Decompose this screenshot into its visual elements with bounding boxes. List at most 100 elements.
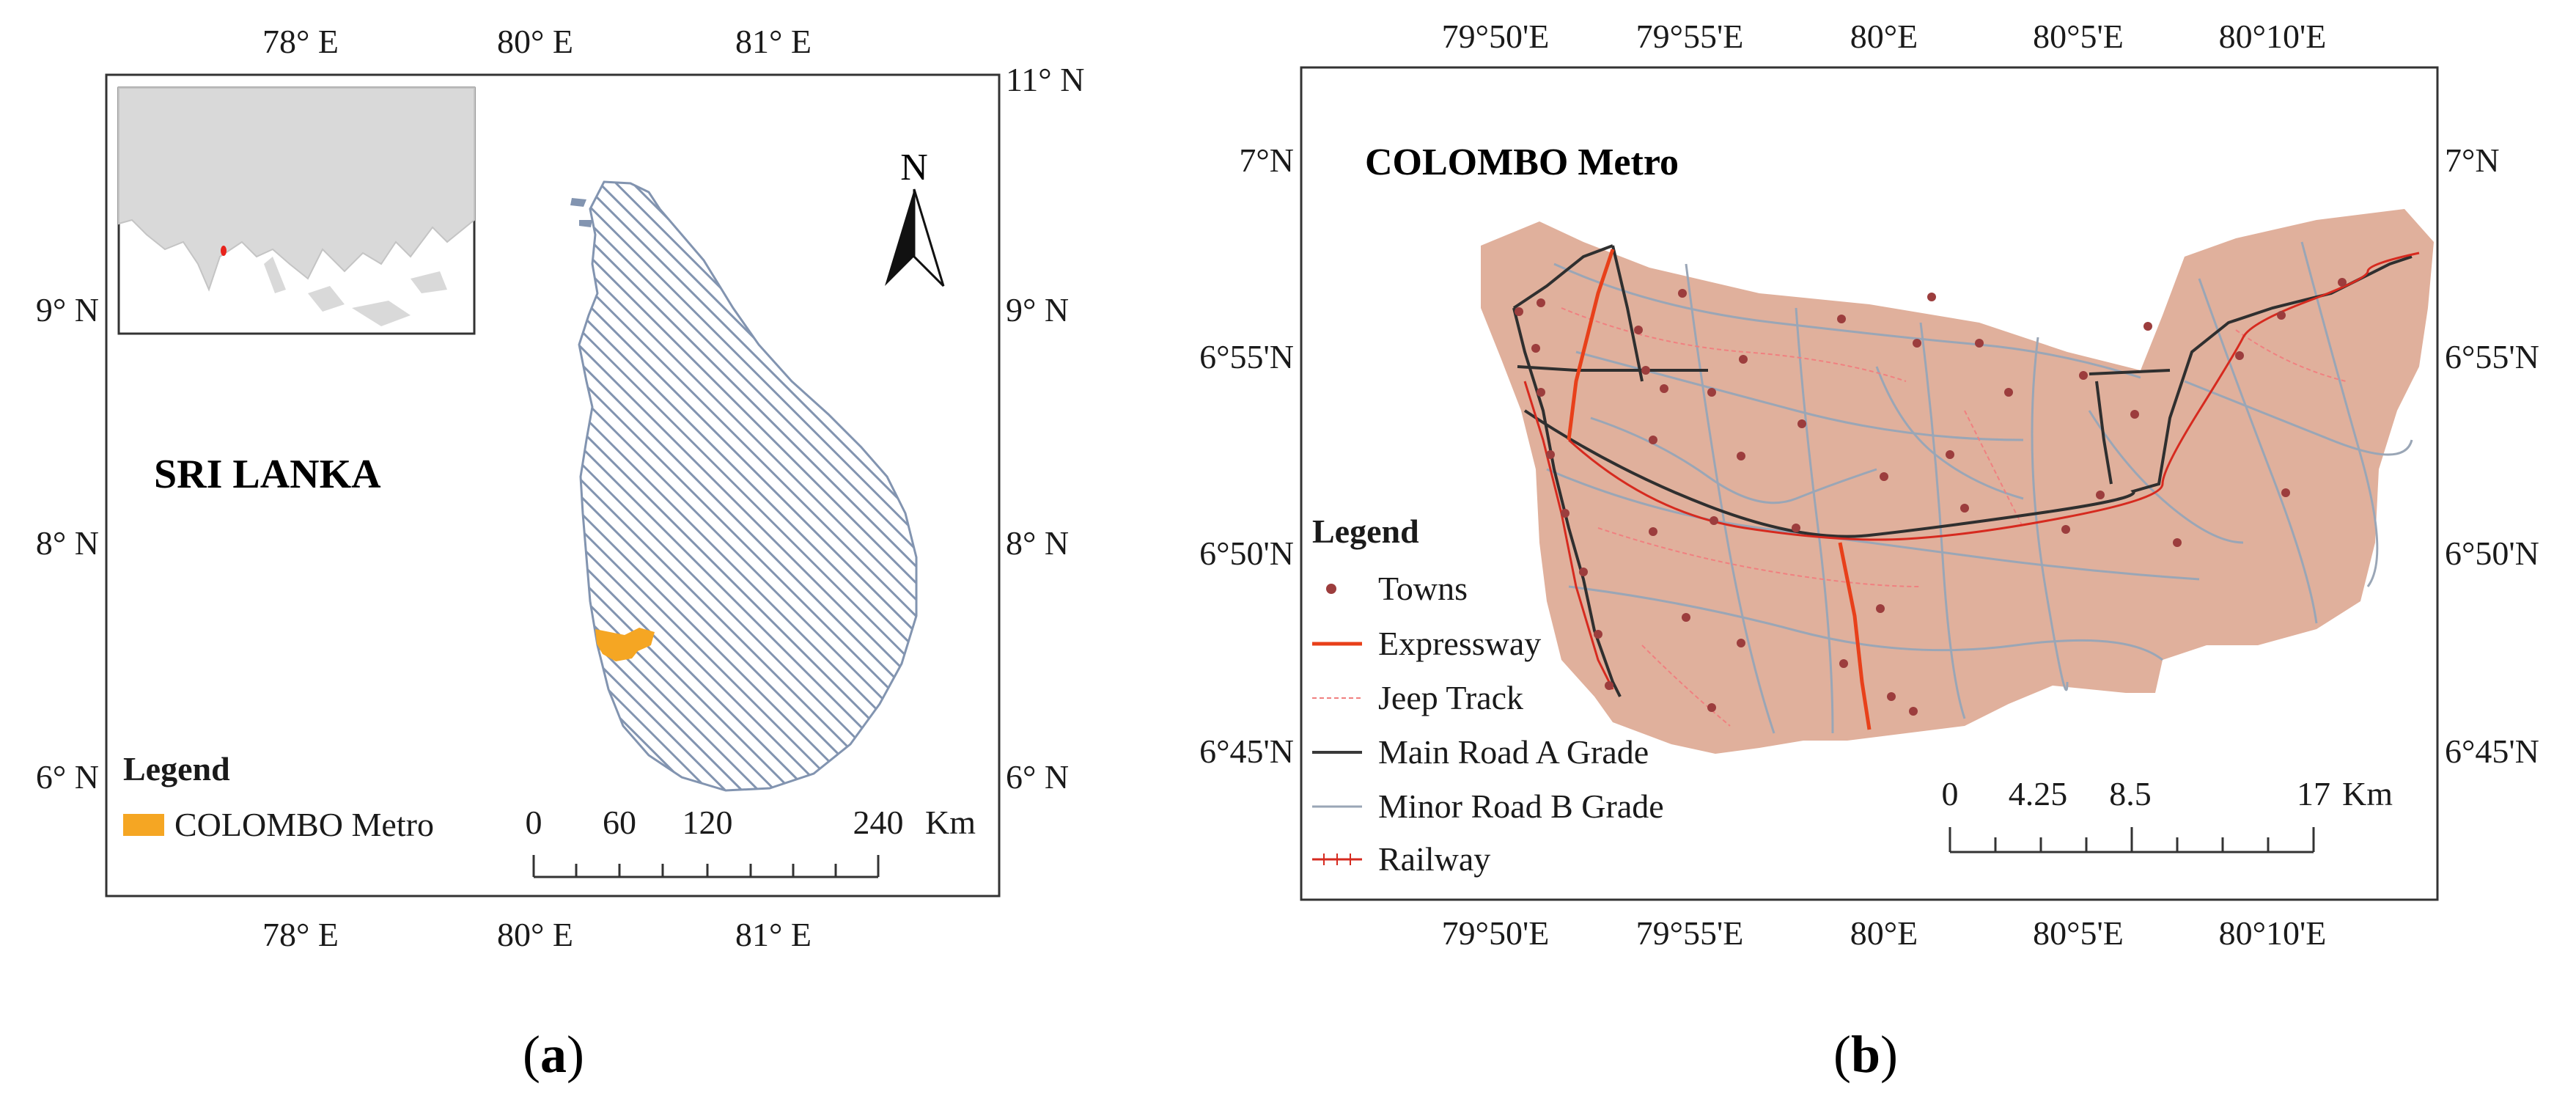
panel-b-legend: Legend Towns Expressway Jeep Track Main … xyxy=(1312,513,1664,878)
town-point xyxy=(2061,525,2070,534)
svg-text:Km: Km xyxy=(2342,775,2393,812)
town-point xyxy=(1537,298,1545,307)
north-arrow-icon: N xyxy=(885,147,945,287)
panel-a-right-tick: 11° N xyxy=(1006,61,1084,98)
town-point xyxy=(2173,538,2182,547)
town-point xyxy=(1707,703,1716,712)
town-point xyxy=(1649,436,1657,444)
panel-a-legend-title: Legend xyxy=(123,750,230,788)
country-label: SRI LANKA xyxy=(154,452,381,497)
panel-a-right-tick: 9° N xyxy=(1006,291,1069,328)
panel-a-legend-item: COLOMBO Metro xyxy=(174,806,434,843)
town-point xyxy=(1594,630,1602,639)
panel-b-bottom-tick: 79°50'E xyxy=(1442,914,1550,952)
legend-jeep-track-label: Jeep Track xyxy=(1378,679,1523,716)
panel-b-left-tick: 6°50'N xyxy=(1199,535,1294,572)
jeep-tracks xyxy=(1561,307,2347,727)
panel-b-top-tick: 80°10'E xyxy=(2219,18,2327,55)
panel-a-map: 78° E 80° E 81° E 78° E 80° E 81° E 9° N… xyxy=(36,23,1085,1084)
panel-b-left-tick: 6°55'N xyxy=(1199,338,1294,375)
legend-minor-road-label: Minor Road B Grade xyxy=(1378,788,1664,825)
town-point xyxy=(1880,472,1888,481)
town-point xyxy=(2143,322,2152,331)
colombo-metro-region xyxy=(595,628,655,661)
panel-b-left-tick: 6°45'N xyxy=(1199,733,1294,770)
panel-a-top-tick: 80° E xyxy=(497,23,573,60)
panel-b-scale-bar: 0 4.25 8.5 17 Km xyxy=(1942,775,2393,853)
town-point xyxy=(1913,339,1921,348)
asia-inset-map xyxy=(117,87,476,335)
town-point xyxy=(1531,344,1540,353)
panel-b-bottom-tick: 80°5'E xyxy=(2033,914,2124,952)
town-point xyxy=(1515,307,1523,316)
panel-b-bottom-tick: 80°E xyxy=(1850,914,1918,952)
panel-b-top-tick: 80°5'E xyxy=(2033,18,2124,55)
panel-a-left-tick: 8° N xyxy=(36,524,99,562)
town-point xyxy=(1649,527,1657,536)
colombo-metro-region-detail xyxy=(1481,209,2434,754)
legend-towns-symbol xyxy=(1326,584,1336,594)
svg-text:4.25: 4.25 xyxy=(2009,775,2068,812)
panel-b-top-tick: 79°50'E xyxy=(1442,18,1550,55)
town-point xyxy=(1839,659,1848,668)
panel-a-caption: (a) xyxy=(523,1025,584,1084)
town-point xyxy=(1739,355,1748,364)
town-point xyxy=(1561,509,1569,518)
panel-b-right-tick: 6°55'N xyxy=(2445,338,2539,375)
town-point xyxy=(1946,450,1954,459)
legend-railway-label: Railway xyxy=(1378,840,1490,878)
panel-b-title: COLOMBO Metro xyxy=(1365,142,1679,183)
panel-a-left-tick: 6° N xyxy=(36,758,99,796)
sri-lanka-island xyxy=(578,180,918,792)
panel-b-legend-title: Legend xyxy=(1312,513,1419,550)
panel-a-bottom-tick: 78° E xyxy=(262,916,339,953)
panel-a-bottom-tick: 80° E xyxy=(497,916,573,953)
svg-text:60: 60 xyxy=(603,804,636,841)
town-point xyxy=(1927,293,1936,301)
panel-b-right-tick: 7°N xyxy=(2445,142,2500,179)
svg-text:120: 120 xyxy=(682,804,733,841)
svg-text:Km: Km xyxy=(925,804,976,841)
panel-b-caption: (b) xyxy=(1833,1025,1898,1084)
town-point xyxy=(2004,388,2013,397)
towns xyxy=(1515,278,2347,716)
panel-b-map: 79°50'E 79°55'E 80°E 80°5'E 80°10'E 79°5… xyxy=(1199,18,2539,1084)
svg-text:240: 240 xyxy=(853,804,904,841)
town-point xyxy=(2338,278,2347,287)
legend-main-road-label: Main Road A Grade xyxy=(1378,733,1649,771)
town-point xyxy=(1634,326,1643,334)
town-point xyxy=(1737,452,1745,460)
town-point xyxy=(2281,488,2290,497)
expressway xyxy=(1567,249,1872,730)
panel-b-left-tick: 7°N xyxy=(1239,142,1294,179)
town-point xyxy=(1887,692,1896,701)
town-point xyxy=(1537,388,1545,397)
town-point xyxy=(1641,366,1650,375)
town-point xyxy=(1660,384,1668,393)
svg-text:0: 0 xyxy=(526,804,542,841)
minor-roads xyxy=(1546,241,2413,734)
main-roads xyxy=(1512,244,2413,697)
sri-lanka-inset-marker xyxy=(221,246,227,256)
legend-railway-symbol xyxy=(1312,853,1362,865)
town-point xyxy=(1710,516,1718,525)
town-point xyxy=(1792,524,1800,532)
svg-text:8.5: 8.5 xyxy=(2109,775,2152,812)
town-point xyxy=(1876,604,1885,613)
town-point xyxy=(1737,639,1745,647)
svg-text:0: 0 xyxy=(1942,775,1959,812)
town-point xyxy=(2130,410,2139,419)
town-point xyxy=(1678,289,1687,298)
town-point xyxy=(2079,371,2088,380)
svg-text:N: N xyxy=(900,147,928,188)
panel-a-scale-bar: 0 60 120 240 Km xyxy=(526,804,976,878)
panel-b-top-tick: 80°E xyxy=(1850,18,1918,55)
town-point xyxy=(2235,351,2244,360)
town-point xyxy=(1797,419,1806,428)
legend-towns-label: Towns xyxy=(1378,570,1468,607)
town-point xyxy=(1682,613,1690,622)
town-point xyxy=(2277,311,2286,320)
panel-a-right-tick: 6° N xyxy=(1006,758,1069,796)
town-point xyxy=(2096,491,2105,499)
town-point xyxy=(1960,504,1969,513)
